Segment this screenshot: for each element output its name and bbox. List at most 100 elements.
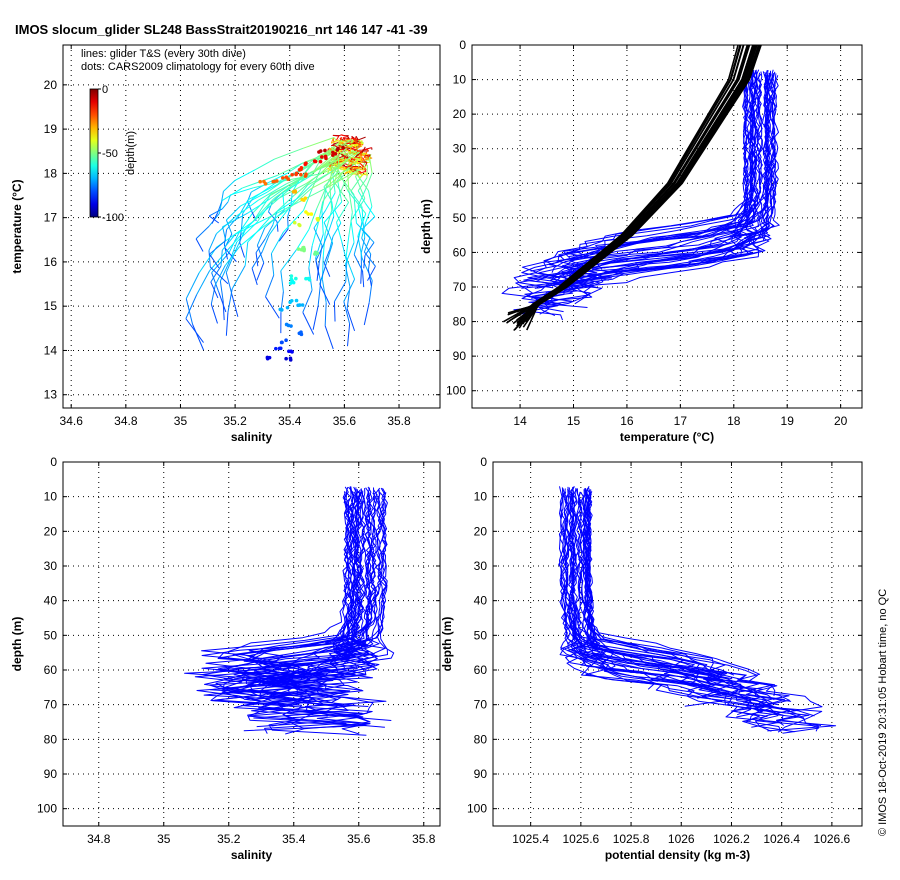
ts-line-segment <box>311 223 319 247</box>
glider-profile-line <box>578 69 766 283</box>
x-tick-label: 14 <box>513 414 527 428</box>
x-axis-label: salinity <box>231 430 273 444</box>
ts-line-segment <box>345 148 350 153</box>
x-tick-label: 35.6 <box>347 832 371 846</box>
ts-line-segment <box>225 272 233 295</box>
ts-line-segment <box>210 281 219 299</box>
ts-line-segment <box>361 148 368 151</box>
legend-text: lines: glider T&S (every 30th dive) <box>81 48 246 60</box>
ts-line-segment <box>348 212 353 235</box>
ts-line-segment <box>240 191 268 207</box>
ts-line-segment <box>211 252 230 274</box>
ts-line-segment <box>332 222 342 237</box>
ts-line-segment <box>353 194 356 209</box>
axes-frame <box>471 44 863 409</box>
ts-line-segment <box>195 238 204 252</box>
x-axis-label: salinity <box>231 848 273 862</box>
climatology-point <box>303 161 308 166</box>
ts-line-segment <box>312 305 319 330</box>
ts-line-segment <box>347 168 356 175</box>
colorbar-tick-label: 0 <box>102 84 108 96</box>
axes-frame <box>492 461 863 827</box>
ts-line-segment <box>266 177 288 193</box>
ts-line-segment <box>357 190 367 204</box>
ts-line-segment <box>247 218 270 243</box>
y-tick-label: 13 <box>44 388 58 402</box>
climatology-point <box>294 171 299 176</box>
ts-line-segment <box>308 208 318 230</box>
ts-line-segment <box>355 166 363 171</box>
ts-line-segment <box>220 250 223 267</box>
ts-line-segment <box>343 301 351 324</box>
ts-line-segment <box>321 279 327 303</box>
climatology-point <box>291 190 296 194</box>
ts-line-segment <box>297 183 313 199</box>
ts-line-segment <box>349 151 351 153</box>
ts-line-segment <box>268 218 282 236</box>
colorbar-tick-label: -50 <box>102 148 118 160</box>
glider-profile-line <box>196 487 380 702</box>
ts-line-segment <box>361 146 366 154</box>
ts-line-segment <box>268 194 295 219</box>
ts-line-segment <box>363 164 368 169</box>
ts-line-segment <box>361 237 372 255</box>
ts-line-segment <box>239 242 246 258</box>
ts-line-segment <box>327 165 333 174</box>
x-tick-label: 35.4 <box>282 832 306 846</box>
ts-line-segment <box>337 181 343 203</box>
panels: 34.6 34.8 35 35.2 35.4 35.6 35.8 13 14 15 16 17 18 19… <box>10 38 863 862</box>
climatology-point <box>331 153 335 157</box>
x-tick-label: 35.2 <box>217 832 241 846</box>
y-tick-label: 60 <box>453 245 467 259</box>
glider-profile-line <box>565 490 752 716</box>
ts-line-segment <box>312 157 341 173</box>
y-tick-label: 60 <box>44 663 58 677</box>
x-tick-label: 1025.8 <box>613 832 650 846</box>
ts-line-segment <box>261 234 270 252</box>
y-axis-label: temperature (°C) <box>10 179 24 273</box>
ts-line-segment <box>185 272 200 299</box>
ts-line-segment <box>367 266 376 281</box>
glider-profile-line <box>202 492 349 681</box>
ts-line-segment <box>343 137 350 140</box>
ts-line-segment <box>367 190 373 207</box>
dens-glider-profiles <box>558 486 837 734</box>
ts-line-segment <box>270 182 307 204</box>
ts-line-segment <box>219 280 224 301</box>
ts-line-segment <box>210 284 216 305</box>
y-tick-label: 90 <box>453 349 467 363</box>
x-tick-label: 1026.2 <box>713 832 750 846</box>
climatology-point <box>333 151 338 156</box>
ts-line-segment <box>345 234 350 257</box>
ts-line-segment <box>319 283 331 305</box>
ts-line-segment <box>209 253 220 269</box>
x-tick-label: 35 <box>174 414 188 428</box>
x-tick-label: 1026.6 <box>814 832 851 846</box>
y-tick-label: 80 <box>453 315 467 329</box>
climatology-point <box>300 303 305 307</box>
glider-profile-line <box>558 487 795 733</box>
ts-line-segment <box>256 202 271 223</box>
ts-line-segment <box>367 269 372 286</box>
ts-line-segment <box>339 137 343 142</box>
ts-line-segment <box>221 233 236 251</box>
ts-line-segment <box>350 148 356 151</box>
y-tick-label: 50 <box>453 211 467 225</box>
ts-line-segment <box>350 156 361 161</box>
glider-profile-line <box>631 71 773 260</box>
climatology-point <box>280 340 284 345</box>
ts-line-segment <box>356 146 361 150</box>
ts-line-segment <box>257 183 287 201</box>
ts-line-segment <box>280 270 284 292</box>
y-tick-label: 70 <box>44 698 58 712</box>
y-tick-label: 20 <box>44 524 58 538</box>
climatology-point <box>323 154 328 159</box>
ts-line-segment <box>347 144 359 147</box>
ts-line-segment <box>321 210 324 235</box>
density-depth-panel: 1025.4 1025.6 1025.8 1026 1026.2 1026.4 1026.6… <box>440 455 863 862</box>
ts-line-segment <box>343 171 347 175</box>
ts-line-segment <box>225 219 233 235</box>
ts-line-segment <box>361 156 363 162</box>
ts-line-segment <box>273 168 303 185</box>
ts-line-segment <box>333 157 340 166</box>
